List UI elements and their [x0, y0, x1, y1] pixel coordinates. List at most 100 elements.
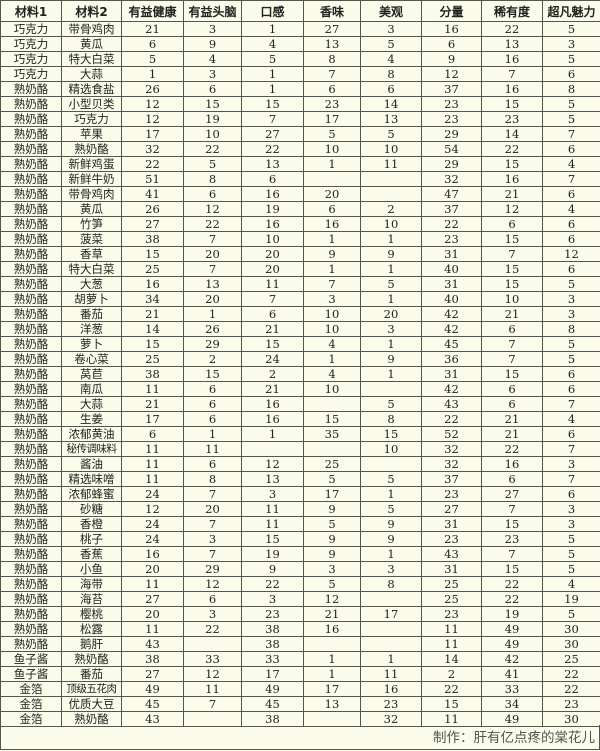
stat-cell: 6: [121, 36, 184, 52]
ingredient-cell: 黄瓜: [61, 201, 122, 217]
stat-cell: 31: [421, 516, 482, 532]
table-row: 熟奶酪 大葱 16 13 11 7 5 31 15 5: [0, 276, 600, 292]
stat-cell: 23: [421, 606, 482, 622]
stat-cell: 23: [481, 111, 543, 127]
stat-cell: 3: [303, 561, 361, 577]
stat-cell: 22: [421, 216, 482, 232]
stat-cell: 23: [421, 231, 482, 247]
stat-cell: 26: [121, 81, 184, 97]
stat-cell: 37: [421, 201, 482, 217]
stat-cell: 3: [542, 501, 600, 517]
stat-cell: 7: [481, 246, 543, 262]
stat-cell: 3: [183, 531, 242, 547]
stat-cell: 32: [360, 711, 422, 727]
ingredient-cell: 新鲜鸡蛋: [61, 156, 122, 172]
stat-cell: 20: [360, 306, 422, 322]
table-row: 熟奶酪 大蒜 21 6 16 5 43 6 7: [0, 396, 600, 412]
stat-cell: 51: [121, 171, 184, 187]
ingredient-cell: 熟奶酪: [0, 426, 62, 442]
ingredient-cell: 熟奶酪: [0, 276, 62, 292]
stat-cell: 49: [481, 711, 543, 727]
stat-cell: 3: [360, 21, 422, 37]
ingredient-cell: 熟奶酪: [0, 96, 62, 112]
stat-cell: 11: [121, 621, 184, 637]
stat-cell: 5: [542, 111, 600, 127]
stat-cell: 13: [241, 156, 304, 172]
stat-cell: [303, 441, 361, 457]
stat-cell: 37: [421, 81, 482, 97]
ingredient-cell: 熟奶酪: [0, 621, 62, 637]
stat-cell: 9: [360, 516, 422, 532]
table-row: 熟奶酪 小型贝类 12 15 15 23 14 23 15 5: [0, 96, 600, 112]
stat-cell: 45: [421, 336, 482, 352]
ingredient-cell: 巧克力: [0, 66, 62, 82]
stat-cell: 5: [542, 276, 600, 292]
stat-cell: 17: [360, 606, 422, 622]
stat-cell: 40: [421, 261, 482, 277]
stat-cell: 10: [303, 306, 361, 322]
stat-cell: 3: [303, 291, 361, 307]
ingredient-cell: 熟奶酪: [0, 381, 62, 397]
stat-cell: 16: [241, 396, 304, 412]
stat-cell: 7: [481, 501, 543, 517]
stat-cell: 10: [183, 126, 242, 142]
ingredient-cell: 熟奶酪: [0, 531, 62, 547]
stat-cell: 15: [481, 231, 543, 247]
stat-cell: 22: [183, 141, 242, 157]
stat-cell: 22: [121, 156, 184, 172]
stat-cell: [241, 441, 304, 457]
stat-cell: 2: [421, 666, 482, 682]
stat-cell: 5: [542, 51, 600, 67]
stat-cell: 5: [183, 156, 242, 172]
ingredient-cell: 熟奶酪: [0, 516, 62, 532]
table-row: 金箔 顶级五花肉 49 11 49 17 16 22 33 22: [0, 681, 600, 697]
stat-cell: 1: [183, 306, 242, 322]
table-row: 熟奶酪 海带 11 12 22 5 8 25 22 4: [0, 576, 600, 592]
stat-cell: 32: [121, 141, 184, 157]
ingredient-cell: 番茄: [61, 666, 122, 682]
ingredient-cell: 桃子: [61, 531, 122, 547]
table-row: 巧克力 特大白菜 5 4 5 8 4 9 16 5: [0, 51, 600, 67]
stat-cell: 25: [542, 651, 600, 667]
stat-cell: 3: [360, 321, 422, 337]
stat-cell: 38: [241, 621, 304, 637]
stat-cell: 49: [481, 621, 543, 637]
stat-cell: 43: [421, 546, 482, 562]
stat-cell: 13: [360, 111, 422, 127]
stat-cell: 6: [542, 186, 600, 202]
stat-cell: 12: [183, 666, 242, 682]
stat-cell: 20: [121, 561, 184, 577]
table-row: 熟奶酪 新鲜牛奶 51 8 6 32 16 7: [0, 171, 600, 187]
stat-cell: 15: [303, 411, 361, 427]
stat-cell: 6: [542, 216, 600, 232]
stat-cell: 24: [121, 516, 184, 532]
stat-cell: 9: [303, 531, 361, 547]
stat-cell: 7: [183, 486, 242, 502]
stat-cell: 7: [303, 276, 361, 292]
stat-cell: 6: [241, 171, 304, 187]
stat-cell: 15: [481, 276, 543, 292]
stat-cell: 1: [360, 261, 422, 277]
stat-cell: 6: [241, 306, 304, 322]
stat-cell: 25: [121, 351, 184, 367]
stat-cell: 7: [303, 66, 361, 82]
stat-cell: 1: [241, 21, 304, 37]
table-row: 金箔 优质大豆 45 7 45 13 23 15 34 23: [0, 696, 600, 712]
ingredient-cell: 熟奶酪: [0, 126, 62, 142]
stat-cell: 3: [542, 291, 600, 307]
stat-cell: 33: [481, 681, 543, 697]
ingredient-cell: 优质大豆: [61, 696, 122, 712]
stat-cell: 5: [303, 126, 361, 142]
ingredient-cell: 松露: [61, 621, 122, 637]
stat-cell: 6: [542, 426, 600, 442]
table-row: 熟奶酪 精选食盐 26 6 1 6 6 37 16 8: [0, 81, 600, 97]
stat-cell: 38: [121, 651, 184, 667]
table-row: 熟奶酪 生姜 17 6 16 15 8 22 21 4: [0, 411, 600, 427]
ingredient-cell: 胡萝卜: [61, 291, 122, 307]
stat-cell: 21: [481, 411, 543, 427]
stat-cell: 20: [121, 606, 184, 622]
ingredient-cell: 熟奶酪: [0, 501, 62, 517]
table-row: 熟奶酪 香草 15 20 20 9 9 31 7 12: [0, 246, 600, 262]
stat-cell: 23: [360, 696, 422, 712]
stat-cell: 1: [303, 651, 361, 667]
